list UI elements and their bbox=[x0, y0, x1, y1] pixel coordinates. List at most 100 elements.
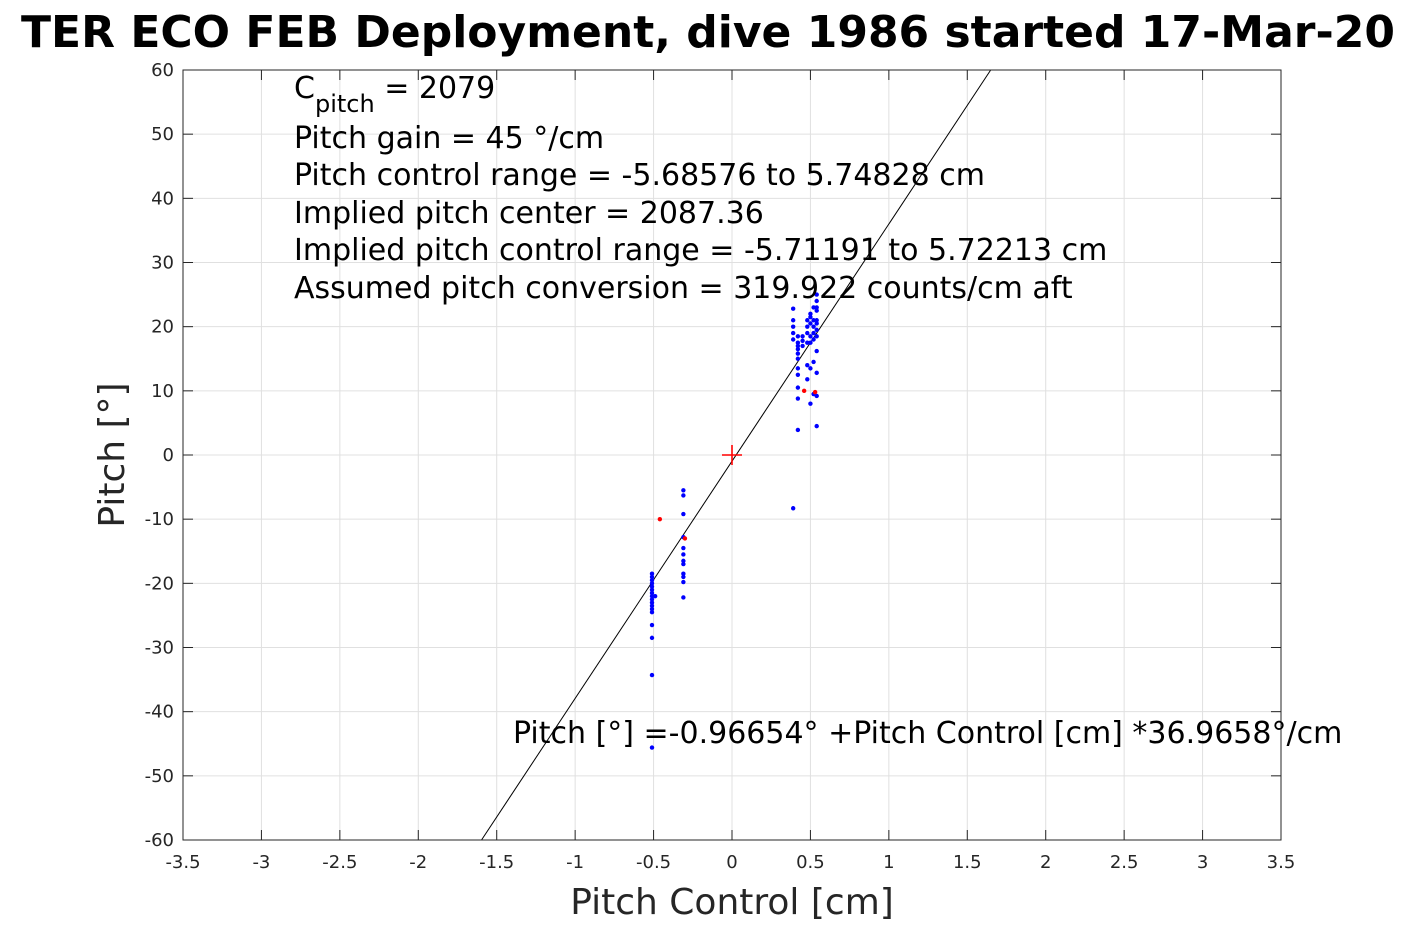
data-point bbox=[814, 327, 819, 333]
c-pitch-subscript: pitch bbox=[315, 90, 375, 118]
data-point bbox=[681, 552, 686, 557]
data-points bbox=[649, 292, 819, 750]
data-point bbox=[811, 330, 816, 336]
data-point bbox=[814, 308, 819, 313]
data-point bbox=[790, 306, 796, 311]
data-point bbox=[652, 593, 658, 599]
y-tick-label: 60 bbox=[151, 60, 174, 81]
c-pitch-prefix: C bbox=[294, 71, 315, 106]
data-point bbox=[814, 334, 819, 339]
y-tick-label: 10 bbox=[151, 381, 174, 402]
control-range-annotation: Pitch control range = -5.68576 to 5.7482… bbox=[294, 158, 985, 193]
data-point bbox=[649, 577, 655, 583]
data-point bbox=[795, 385, 801, 390]
x-tick-label: -3 bbox=[252, 852, 270, 873]
implied-center-annotation: Implied pitch center = 2087.36 bbox=[294, 196, 764, 231]
x-tick-label: 3 bbox=[1197, 852, 1208, 873]
data-point bbox=[805, 330, 810, 336]
data-point bbox=[681, 595, 686, 600]
data-point bbox=[649, 584, 655, 589]
data-point bbox=[795, 372, 801, 377]
data-point bbox=[808, 314, 813, 320]
data-point bbox=[681, 579, 686, 585]
data-point bbox=[790, 506, 796, 511]
x-tick-label: 0.5 bbox=[796, 852, 825, 873]
implied-range-annotation: Implied pitch control range = -5.71191 t… bbox=[294, 233, 1107, 268]
y-tick-label: 20 bbox=[151, 317, 174, 338]
data-point bbox=[649, 590, 655, 596]
fit-equation-annotation: Pitch [°] =-0.96654° +Pitch Control [cm]… bbox=[513, 716, 1342, 751]
data-point bbox=[814, 298, 819, 304]
x-tick-label: -1.5 bbox=[479, 852, 514, 873]
data-point bbox=[795, 340, 801, 345]
data-point bbox=[795, 356, 801, 361]
data-point bbox=[681, 488, 686, 493]
data-point bbox=[811, 305, 816, 310]
y-tick-label: -60 bbox=[145, 830, 174, 851]
data-point bbox=[814, 292, 819, 297]
data-point bbox=[808, 321, 813, 326]
data-point bbox=[800, 334, 805, 339]
x-axis-label: Pitch Control [cm] bbox=[570, 882, 894, 923]
data-point bbox=[681, 511, 686, 517]
y-tick-label: 50 bbox=[151, 124, 174, 145]
x-tick-label: 1 bbox=[883, 852, 894, 873]
data-point bbox=[811, 359, 816, 365]
data-point bbox=[808, 334, 813, 339]
data-point bbox=[814, 393, 819, 399]
data-point bbox=[800, 343, 805, 349]
axis-ticks: -3.5 -3 -2.5 -2 -1.5 -1 -0.5 0 0.5 1 1.5 2 2.5 3 3.5 60… bbox=[145, 60, 1296, 873]
x-tick-label: 0 bbox=[726, 852, 737, 873]
y-tick-label: -50 bbox=[145, 766, 174, 787]
center-marker-group bbox=[722, 445, 742, 465]
data-point bbox=[808, 401, 813, 406]
data-point bbox=[649, 635, 655, 641]
data-point bbox=[682, 536, 688, 541]
data-point bbox=[795, 346, 801, 352]
data-point bbox=[800, 338, 805, 343]
data-point bbox=[649, 587, 655, 592]
data-point bbox=[814, 321, 819, 326]
chart-title: TER ECO FEB Deployment, dive 1986 starte… bbox=[21, 7, 1395, 58]
data-point bbox=[814, 318, 819, 323]
data-point bbox=[649, 574, 655, 580]
data-point bbox=[790, 330, 796, 336]
y-tick-label: 0 bbox=[163, 445, 174, 466]
data-point bbox=[795, 366, 801, 371]
grid bbox=[182, 69, 1282, 841]
data-point bbox=[790, 337, 796, 342]
x-tick-label: -2.5 bbox=[322, 852, 357, 873]
data-point bbox=[812, 389, 818, 395]
x-tick-label: -3.5 bbox=[165, 852, 200, 873]
x-tick-label: 2 bbox=[1040, 852, 1051, 873]
data-point bbox=[811, 318, 816, 323]
x-tick-label: -1 bbox=[566, 852, 584, 873]
data-point bbox=[811, 337, 816, 342]
data-point bbox=[649, 745, 655, 750]
data-point bbox=[681, 574, 686, 580]
data-point bbox=[649, 600, 655, 605]
data-point bbox=[808, 311, 813, 317]
data-point bbox=[649, 597, 655, 602]
pitch-gain-annotation: Pitch gain = 45 °/cm bbox=[294, 121, 604, 156]
data-point bbox=[805, 324, 810, 329]
data-point bbox=[795, 351, 801, 356]
data-point bbox=[649, 571, 655, 576]
data-point bbox=[805, 377, 810, 382]
data-point bbox=[795, 396, 801, 401]
data-point bbox=[814, 305, 819, 310]
data-point bbox=[805, 362, 810, 368]
data-point bbox=[795, 334, 801, 339]
data-point bbox=[649, 610, 655, 615]
data-point bbox=[814, 348, 819, 354]
data-point bbox=[795, 343, 801, 349]
y-tick-label: 40 bbox=[151, 188, 174, 209]
data-point bbox=[790, 324, 796, 329]
data-point bbox=[649, 622, 655, 628]
data-point bbox=[790, 318, 796, 323]
data-point bbox=[681, 571, 686, 576]
data-point bbox=[649, 606, 655, 612]
data-point bbox=[681, 545, 686, 551]
data-point bbox=[649, 672, 655, 678]
data-point bbox=[814, 370, 819, 376]
